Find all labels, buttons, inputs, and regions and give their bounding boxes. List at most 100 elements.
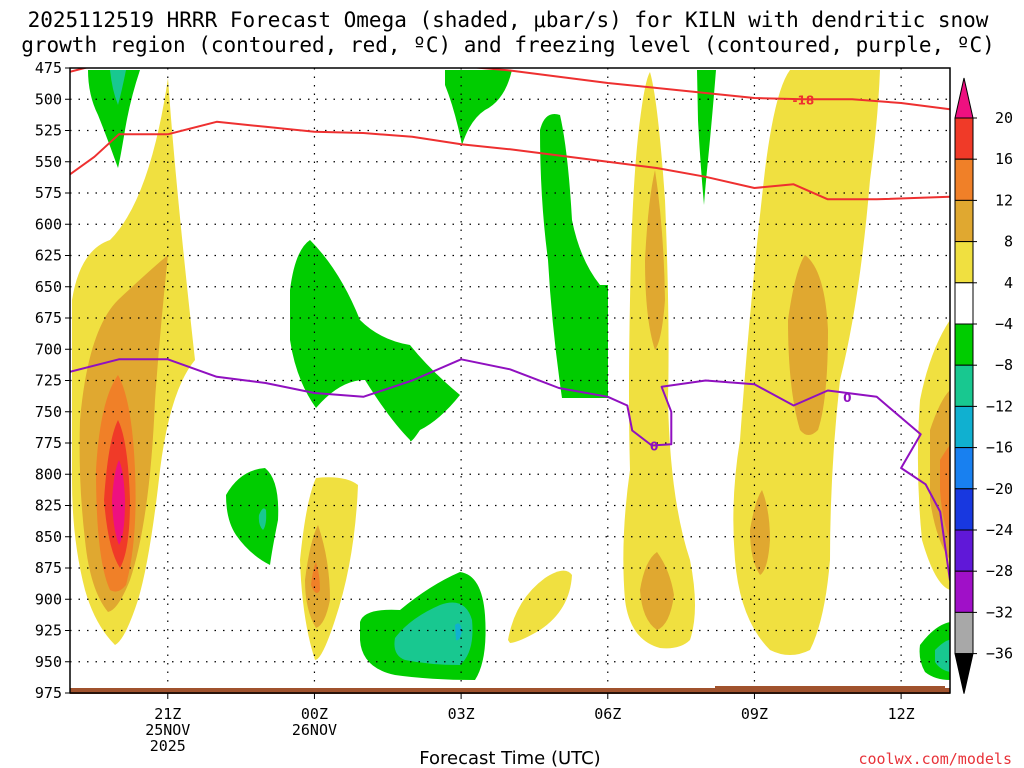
omega-region-pos-4-d [623, 72, 695, 649]
omega-region-pos-8-d [645, 170, 665, 350]
colorbar-swatch-1 [954, 117, 974, 160]
omega-region-neg-4-b [290, 240, 460, 442]
isotherm-label-0: -18 [792, 93, 814, 107]
x-tick-label-24-1: 26NOV [292, 721, 337, 739]
contour--18C [70, 68, 950, 111]
colorbar-swatch-13 [954, 611, 974, 655]
omega-region-pos-4-c [508, 570, 572, 643]
x-tick-label-21-0: 21Z [154, 705, 181, 723]
colorbar-label-11: −28 [986, 562, 1013, 580]
y-tick-label-800: 800 [35, 465, 62, 483]
y-tick-label-700: 700 [35, 340, 62, 358]
y-tick-label-550: 550 [35, 153, 62, 171]
omega-region-neg-4-c [445, 70, 512, 145]
y-tick-label-625: 625 [35, 247, 62, 265]
y-tick-label-500: 500 [35, 90, 62, 108]
colorbar-label-0: 20 [995, 109, 1013, 127]
contour-0C [70, 358, 950, 581]
omega-region-pos-4-f [840, 70, 860, 140]
omega-region-neg-8-f [258, 508, 267, 530]
ground-strip [70, 688, 950, 694]
colorbar-label-12: −32 [986, 603, 1013, 621]
omega-region-pos-8-f [788, 255, 828, 435]
y-tick-label-750: 750 [35, 403, 62, 421]
x-tick-label-33-0: 09Z [741, 705, 768, 723]
colorbar-label-7: −12 [986, 397, 1013, 415]
x-axis-label: Forecast Time (UTC) [419, 748, 600, 768]
omega-region-pos-12-b [311, 562, 320, 594]
y-tick-label-725: 725 [35, 372, 62, 390]
omega-region-neg-4-e [697, 70, 716, 205]
x-tick-label-21-1: 25NOV [145, 721, 190, 739]
colorbar-swatch-7 [954, 364, 974, 407]
plot-grid [70, 68, 950, 693]
colorbar-swatch-5 [954, 282, 974, 325]
colorbar-label-6: −8 [995, 356, 1013, 374]
omega-region-neg-8-h [935, 640, 950, 672]
chart-title-line2: growth region (contoured, red, ºC) and f… [21, 33, 995, 57]
colorbar-label-10: −24 [986, 521, 1013, 539]
colorbar-label-9: −20 [986, 480, 1013, 498]
y-tick-label-775: 775 [35, 434, 62, 452]
y-tick-label-825: 825 [35, 497, 62, 515]
colorbar-swatch-2 [954, 158, 974, 201]
x-tick-label-21-2: 2025 [150, 737, 186, 755]
colorbar-label-13: −36 [986, 645, 1013, 663]
y-tick-label-925: 925 [35, 622, 62, 640]
y-tick-label-575: 575 [35, 184, 62, 202]
credit-text: coolwx.com/models [858, 750, 1012, 768]
omega-region-neg-4-d [540, 114, 608, 398]
chart-title-line1: 2025112519 HRRR Forecast Omega (shaded, … [28, 8, 989, 32]
colorbar-label-4: 4 [1004, 274, 1013, 292]
freezing-level-contours [70, 358, 950, 581]
y-tick-label-975: 975 [35, 684, 62, 702]
colorbar-swatch-10 [954, 488, 974, 531]
x-tick-label-24-0: 00Z [301, 705, 328, 723]
y-tick-label-875: 875 [35, 559, 62, 577]
y-axis: 475 500 525 550 575 600 625 650 675 700 725 750 775 8… [35, 59, 70, 702]
colorbar-swatch-4 [954, 241, 974, 284]
y-tick-label-600: 600 [35, 215, 62, 233]
y-tick-label-525: 525 [35, 122, 62, 140]
x-tick-label-30-0: 06Z [594, 705, 621, 723]
colorbar-label-3: 8 [1004, 233, 1013, 251]
y-tick-label-675: 675 [35, 309, 62, 327]
omega-region-neg-12-g [455, 623, 462, 641]
colorbar-bottom-arrow [954, 653, 974, 694]
isotherm-labels: -18 0 0 [650, 93, 851, 454]
omega-region-pos-12-h [940, 445, 950, 540]
colorbar-label-8: −16 [986, 439, 1013, 457]
contour--12C [70, 120, 950, 201]
omega-region-pos-8-e [640, 552, 674, 630]
colorbar-legend: 20 16 12 8 4 −4 −8 −12 −16 −20 −24 −28 −32 −36 [954, 77, 1013, 694]
y-tick-label-950: 950 [35, 653, 62, 671]
colorbar-label-5: −4 [995, 315, 1013, 333]
omega-shading [72, 70, 950, 680]
dgz-contours [70, 68, 950, 201]
omega-region-neg-4-f [226, 468, 279, 565]
colorbar-swatch-12 [954, 570, 974, 613]
colorbar-swatch-6 [954, 323, 974, 366]
colorbar-swatch-3 [954, 199, 974, 243]
isotherm-label-2: 0 [843, 391, 851, 405]
colorbar-swatch-9 [954, 447, 974, 490]
omega-region-neg-4-a [88, 70, 140, 168]
colorbar-top-arrow [954, 77, 974, 119]
colorbar-label-2: 12 [995, 191, 1013, 209]
omega-region-neg-8-a [110, 70, 126, 105]
colorbar-swatch-8 [954, 405, 974, 449]
isotherm-label-1: 0 [650, 440, 658, 454]
y-tick-label-850: 850 [35, 528, 62, 546]
omega-region-pos-20-a [112, 460, 125, 545]
omega-region-neg-8-g [394, 602, 473, 665]
y-tick-label-475: 475 [35, 59, 62, 77]
colorbar-swatch-11 [954, 529, 974, 572]
ground-strip-bump [715, 686, 945, 689]
y-tick-label-900: 900 [35, 590, 62, 608]
y-tick-label-650: 650 [35, 278, 62, 296]
colorbar-label-1: 16 [995, 150, 1013, 168]
x-tick-label-36-0: 12Z [888, 705, 915, 723]
x-tick-label-27-0: 03Z [448, 705, 475, 723]
